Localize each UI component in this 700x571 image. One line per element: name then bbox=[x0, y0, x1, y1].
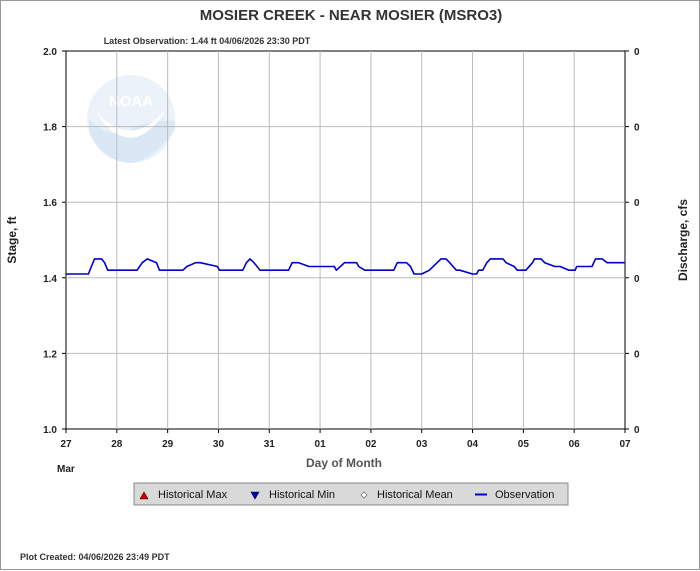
chart-title: MOSIER CREEK - NEAR MOSIER (MSRO3) bbox=[200, 7, 503, 24]
y-tick-label: 2.0 bbox=[43, 47, 57, 58]
historical-min-marker bbox=[250, 491, 260, 500]
x-tick-label: 29 bbox=[162, 439, 174, 450]
month-label: Mar bbox=[57, 464, 75, 475]
x-tick-label: 27 bbox=[60, 439, 72, 450]
legend-historical-mean: Historical Mean bbox=[377, 489, 453, 501]
observation-series-line bbox=[66, 258, 625, 275]
y2-tick-label: 0 bbox=[634, 123, 640, 134]
legend-observation: Observation bbox=[495, 489, 554, 501]
y2-tick-label: 0 bbox=[634, 425, 640, 436]
x-tick-label: 05 bbox=[518, 439, 530, 450]
chart-subtitle: Latest Observation: 1.44 ft 04/06/2026 2… bbox=[104, 36, 311, 46]
legend-historical-max: Historical Max bbox=[158, 489, 228, 501]
historical-mean-marker bbox=[360, 491, 368, 499]
noaa-logo-text: NOAA bbox=[109, 93, 153, 110]
y2-axis-ticks: 0 0 0 0 0 0 bbox=[625, 47, 640, 436]
x-axis-label: Day of Month bbox=[306, 456, 382, 470]
noaa-logo: NOAA bbox=[87, 75, 175, 163]
y-axis-ticks: 2.0 1.8 1.6 1.4 1.2 1.0 bbox=[43, 47, 66, 436]
x-tick-label: 06 bbox=[569, 439, 581, 450]
y-tick-label: 1.0 bbox=[43, 425, 57, 436]
series-group bbox=[66, 258, 625, 275]
legend: Historical Max Historical Min Historical… bbox=[133, 482, 569, 506]
x-axis-ticks: 27 28 29 30 31 01 02 03 04 05 06 07 bbox=[60, 429, 631, 450]
legend-historical-min: Historical Min bbox=[269, 489, 335, 501]
x-tick-label: 30 bbox=[213, 439, 225, 450]
y2-tick-label: 0 bbox=[634, 198, 640, 209]
x-tick-label: 01 bbox=[315, 439, 327, 450]
y-tick-label: 1.4 bbox=[43, 274, 57, 285]
grid-lines bbox=[66, 51, 625, 429]
x-tick-label: 02 bbox=[365, 439, 377, 450]
y-tick-label: 1.8 bbox=[43, 123, 57, 134]
y-tick-label: 1.6 bbox=[43, 198, 57, 209]
legend-box bbox=[133, 482, 569, 506]
y2-tick-label: 0 bbox=[634, 47, 640, 58]
y2-tick-label: 0 bbox=[634, 349, 640, 360]
x-tick-label: 04 bbox=[467, 439, 479, 450]
x-tick-label: 07 bbox=[619, 439, 631, 450]
x-tick-label: 28 bbox=[111, 439, 123, 450]
y-axis-label: Stage, ft bbox=[5, 216, 19, 263]
x-tick-label: 03 bbox=[416, 439, 428, 450]
y-tick-label: 1.2 bbox=[43, 349, 57, 360]
plot-created-text: Plot Created: 04/06/2026 23:49 PDT bbox=[20, 552, 170, 562]
historical-max-marker bbox=[139, 491, 149, 500]
y2-axis-label: Discharge, cfs bbox=[676, 199, 690, 281]
y2-tick-label: 0 bbox=[634, 274, 640, 285]
x-tick-label: 31 bbox=[264, 439, 276, 450]
